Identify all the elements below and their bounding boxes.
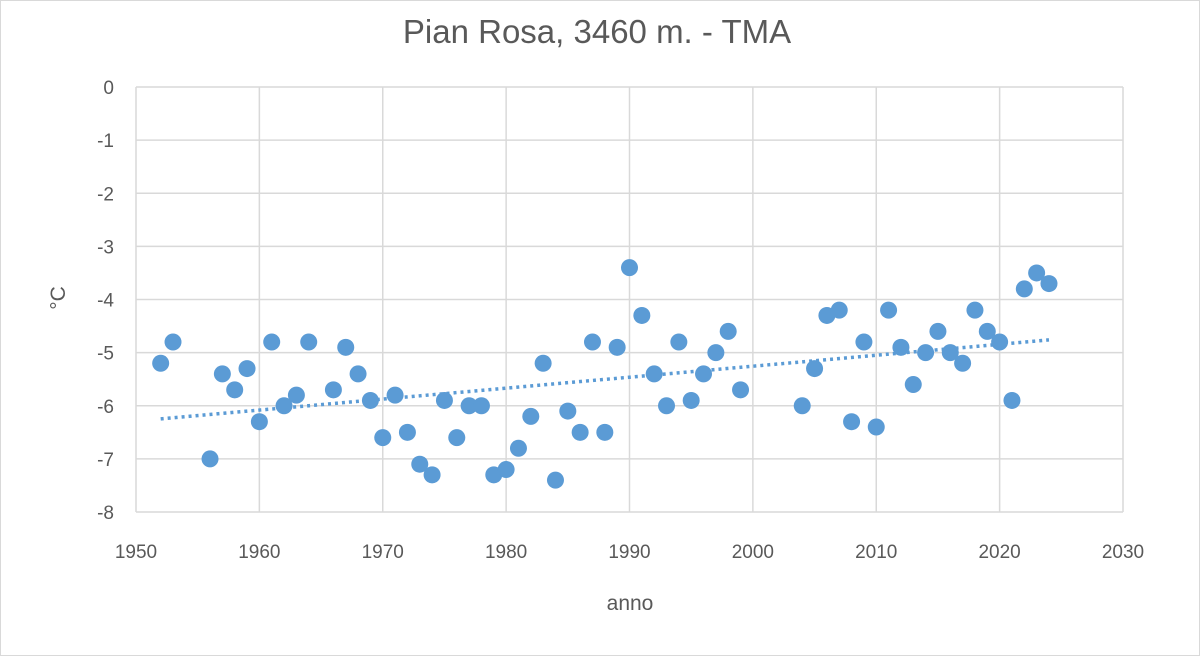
data-point xyxy=(608,338,626,356)
data-point xyxy=(546,471,564,489)
data-point xyxy=(645,365,663,383)
data-point xyxy=(411,455,429,473)
data-point xyxy=(966,301,984,319)
data-point xyxy=(695,365,713,383)
data-point xyxy=(472,397,490,415)
y-tick-labels: 0 -1 -2 -3 -4 -5 -6 -7 -8 xyxy=(97,78,114,524)
data-point xyxy=(621,259,638,277)
data-point xyxy=(682,391,700,409)
x-tick-label: 2000 xyxy=(732,542,774,563)
data-point xyxy=(830,301,848,319)
data-point xyxy=(238,360,256,378)
data-point xyxy=(324,381,342,399)
data-point xyxy=(596,423,614,441)
data-point xyxy=(1015,280,1033,298)
data-point xyxy=(201,450,219,468)
y-axis-title: °C xyxy=(47,286,70,310)
data-point xyxy=(386,386,404,404)
data-point xyxy=(263,333,281,351)
data-point xyxy=(793,397,811,415)
data-point xyxy=(300,333,318,351)
x-tick-label: 1980 xyxy=(485,542,527,563)
y-tick-label: -3 xyxy=(97,237,114,258)
data-point xyxy=(448,429,466,447)
data-point xyxy=(152,354,170,372)
data-point xyxy=(658,397,676,415)
y-tick-label: -4 xyxy=(97,291,114,312)
data-point xyxy=(213,365,231,383)
data-point xyxy=(904,376,922,393)
data-point xyxy=(843,413,861,431)
data-points xyxy=(152,259,1058,489)
data-point xyxy=(460,397,478,415)
data-point xyxy=(732,381,750,399)
data-point xyxy=(534,354,552,372)
data-point xyxy=(374,429,392,447)
data-point xyxy=(1028,264,1046,282)
data-point xyxy=(349,365,367,383)
chart-title: Pian Rosa, 3460 m. - TMA xyxy=(403,13,791,50)
y-tick-label: -2 xyxy=(97,184,114,205)
data-point xyxy=(929,322,947,340)
data-point xyxy=(867,418,885,436)
data-point xyxy=(275,397,293,415)
data-point xyxy=(287,386,305,404)
x-tick-label: 2020 xyxy=(978,542,1020,563)
x-axis-title: anno xyxy=(607,592,654,615)
data-point xyxy=(892,338,910,356)
y-tick-label: -6 xyxy=(97,397,114,418)
x-tick-label: 1960 xyxy=(238,542,280,563)
y-tick-label: -7 xyxy=(97,450,114,471)
data-point xyxy=(559,402,577,420)
data-point xyxy=(1003,391,1021,409)
data-point xyxy=(954,354,972,372)
data-point xyxy=(719,322,737,340)
data-point xyxy=(571,423,589,441)
data-point xyxy=(991,333,1009,351)
data-point xyxy=(670,333,688,351)
data-point xyxy=(522,407,540,425)
x-tick-label: 1990 xyxy=(608,542,650,563)
data-point xyxy=(250,413,268,431)
data-point xyxy=(398,423,416,441)
data-point xyxy=(361,391,379,409)
data-point xyxy=(855,333,873,351)
data-point xyxy=(583,333,601,351)
data-point xyxy=(423,466,441,484)
data-point xyxy=(633,306,651,324)
data-point xyxy=(917,344,935,362)
y-tick-label: 0 xyxy=(103,78,114,99)
data-point xyxy=(707,344,725,362)
x-tick-label: 2010 xyxy=(855,542,897,563)
y-tick-label: -5 xyxy=(97,344,114,365)
y-tick-label: -8 xyxy=(97,503,114,524)
data-point xyxy=(226,381,244,399)
x-tick-label: 2030 xyxy=(1102,542,1144,563)
data-point xyxy=(509,439,527,457)
data-point xyxy=(435,391,453,409)
data-point xyxy=(164,333,182,351)
data-point xyxy=(941,344,959,362)
data-point xyxy=(978,322,996,340)
x-tick-labels: 1950 1960 1970 1980 1990 2000 2010 2020 2030 xyxy=(115,542,1144,563)
data-point xyxy=(337,338,355,356)
grid xyxy=(135,86,1124,513)
data-point xyxy=(880,301,898,319)
data-point xyxy=(806,360,824,378)
x-tick-label: 1970 xyxy=(362,542,404,563)
data-point xyxy=(497,461,515,478)
y-tick-label: -1 xyxy=(97,131,114,152)
x-tick-label: 1950 xyxy=(115,542,157,563)
data-point xyxy=(1040,275,1058,293)
